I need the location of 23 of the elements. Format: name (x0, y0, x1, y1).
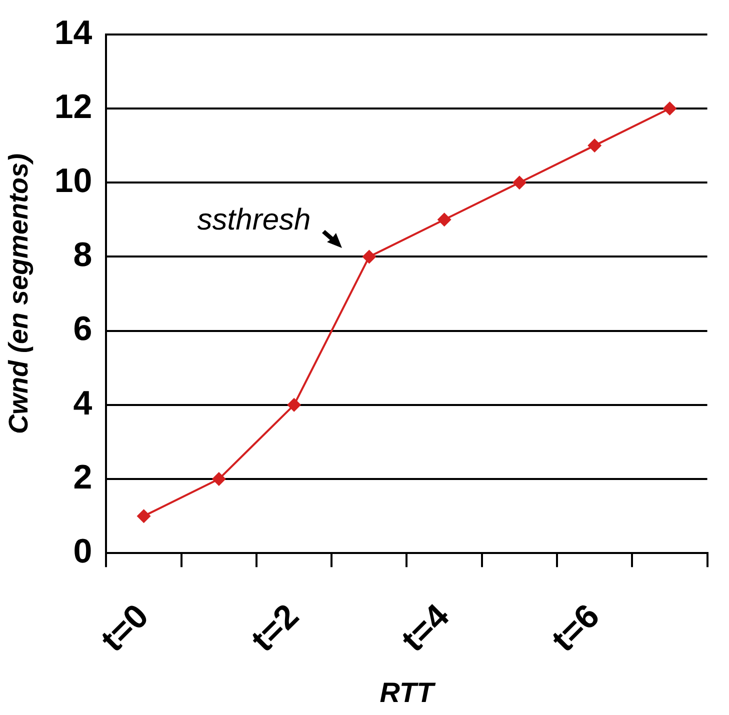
point (437, 212, 452, 227)
point (512, 176, 526, 190)
point (212, 472, 226, 486)
point (287, 398, 302, 412)
x-tick-label: t=2 (244, 596, 306, 660)
point (362, 250, 376, 264)
y-tick-label: 2 (73, 458, 92, 496)
annotation: ssthresh (197, 203, 311, 236)
x-axis-title: RTT (380, 676, 437, 708)
y-tick-label: 10 (54, 162, 92, 200)
y-tick-label: 4 (73, 384, 92, 422)
y-tick-label: 14 (54, 14, 92, 52)
x-tick-label: t=4 (394, 596, 457, 660)
point (662, 102, 677, 116)
x-tick-label: t=6 (544, 596, 607, 660)
y-tick-label: 6 (73, 310, 92, 348)
point (588, 138, 602, 153)
y-tick-label: 8 (73, 236, 92, 274)
y-axis-title: Cwnd (en segmentos) (4, 154, 34, 434)
point (136, 509, 151, 524)
y-tick-label: 0 (73, 532, 92, 571)
y-tick-label: 12 (54, 88, 92, 126)
x-tick-label: t=0 (94, 596, 156, 660)
